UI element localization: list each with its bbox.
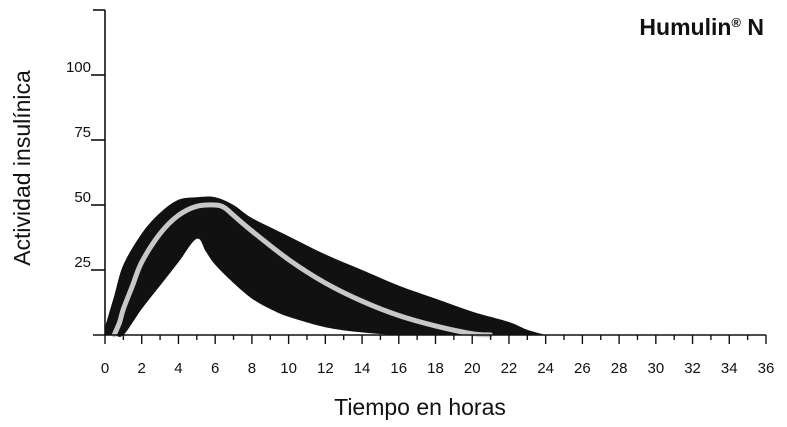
x-tick-label: 6 — [211, 360, 219, 377]
chart-title-name: Humulin — [639, 14, 731, 40]
y-axis-title: Actividad insulínica — [9, 70, 35, 266]
x-tick-label: 36 — [758, 360, 775, 377]
x-tick-label: 18 — [427, 360, 444, 377]
y-tick-label: 25 — [74, 254, 91, 271]
x-tick-label: 14 — [354, 360, 371, 377]
x-tick-label: 22 — [501, 360, 518, 377]
x-tick-label: 16 — [390, 360, 407, 377]
activity-range-band — [105, 196, 546, 337]
x-tick-label: 20 — [464, 360, 481, 377]
chart-title: Humulin® N — [639, 14, 764, 40]
x-tick-label: 2 — [138, 360, 146, 377]
x-tick-label: 32 — [684, 360, 701, 377]
y-tick-label: 75 — [74, 124, 91, 141]
plot-area — [105, 196, 546, 338]
x-tick-label: 10 — [280, 360, 297, 377]
x-tick-label: 12 — [317, 360, 334, 377]
x-tick-label: 4 — [174, 360, 182, 377]
x-tick-label: 26 — [574, 360, 591, 377]
chart-title-registered-mark: ® — [731, 15, 741, 30]
x-tick-label: 8 — [248, 360, 256, 377]
x-tick-label: 0 — [101, 360, 109, 377]
x-tick-label: 30 — [647, 360, 664, 377]
x-axis-ticks: 0 2 4 6 8 10 12 14 16 18 20 22 24 26 28 30 32 34 36 — [101, 335, 775, 377]
x-tick-label: 34 — [721, 360, 738, 377]
x-tick-label: 28 — [611, 360, 628, 377]
chart-title-suffix: N — [741, 14, 764, 40]
y-tick-label: 50 — [74, 189, 91, 206]
y-tick-label: 100 — [66, 59, 91, 76]
y-axis-ticks: 25 50 75 100 — [66, 9, 105, 271]
x-tick-label: 24 — [537, 360, 554, 377]
x-axis-title: Tiempo en horas — [334, 394, 506, 420]
mean-activity-line — [111, 202, 494, 338]
